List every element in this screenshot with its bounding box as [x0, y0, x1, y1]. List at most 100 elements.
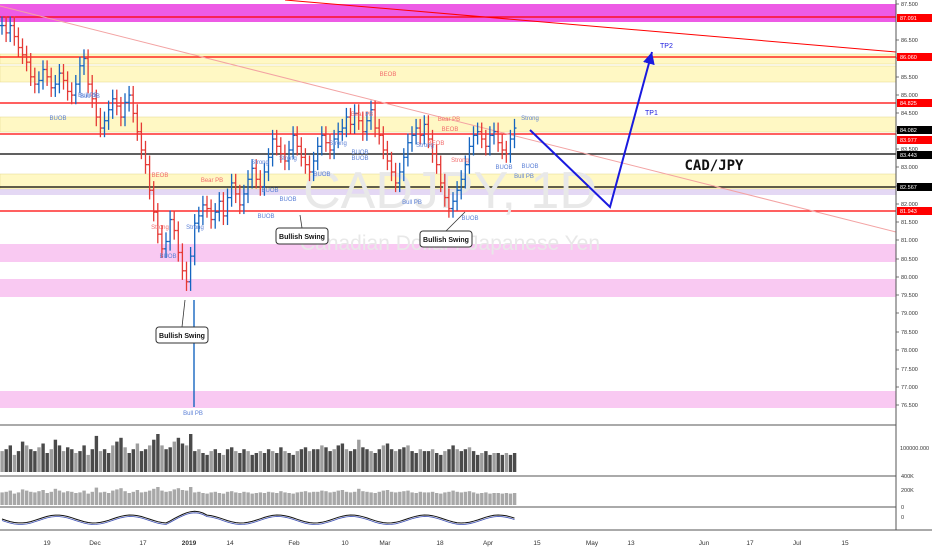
volume-bar	[459, 451, 463, 472]
ohlc-bar	[500, 133, 505, 160]
indicator-bar	[488, 493, 492, 505]
time-axis[interactable]: 19 Dec 17 2019 14 Feb 10 Mar 18 Apr 15 May 13 Jun 17 Ju…	[0, 529, 932, 547]
indicator-bar	[160, 490, 164, 505]
marker-label: Bear PB	[438, 117, 460, 123]
indicator-bar	[0, 492, 4, 505]
volume-bar	[303, 447, 308, 472]
indicator-bar	[37, 491, 41, 505]
ohlc-bar	[180, 243, 185, 280]
volume-bar	[467, 447, 472, 472]
ohlc-bar	[315, 137, 320, 171]
indicator-bar	[361, 491, 365, 505]
volume-bar	[61, 451, 66, 472]
volume-bar	[357, 439, 361, 472]
price-highlight-label: 83.977	[900, 138, 917, 144]
volume-bar	[435, 453, 439, 472]
ohlc-bar	[487, 126, 492, 156]
indicator-bar	[512, 493, 517, 505]
supply-demand-zone	[0, 279, 896, 297]
indicator-bar	[197, 491, 201, 505]
volume-bar	[33, 451, 37, 472]
pair-title: CAD/JPY	[684, 158, 744, 174]
ohlc-bar	[397, 162, 402, 193]
marker-label: BUOB	[521, 164, 538, 170]
indicator-bar	[435, 493, 439, 505]
indicator-bar	[357, 488, 361, 505]
volume-bar	[86, 454, 90, 472]
price-axis[interactable]: 87.50086.50086.00085.50085.00084.50084.0…	[895, 0, 932, 530]
projection-arrow	[529, 51, 655, 209]
ohlc-bar	[336, 122, 341, 149]
ohlc-bar	[307, 155, 312, 182]
ohlc-bar	[369, 100, 373, 130]
marker-label: Bull PB	[183, 411, 203, 417]
indicator-bar	[426, 492, 431, 505]
indicator-bar	[41, 490, 45, 505]
volume-bar	[361, 447, 365, 472]
time-tick-label: Jun	[699, 540, 710, 547]
volume-bar	[221, 454, 226, 472]
indicator-bar	[369, 492, 373, 505]
time-tick-label: 19	[43, 540, 51, 547]
marker-label: Bull PB	[402, 200, 422, 206]
volume-bar	[29, 449, 33, 472]
purple-zone	[0, 189, 896, 195]
indicator-bar	[344, 491, 349, 505]
ohlc-bar	[213, 203, 218, 229]
ohlc-bar	[176, 221, 181, 262]
volume-bar	[492, 453, 496, 472]
price-highlight	[897, 151, 932, 159]
indicator-bar	[307, 492, 312, 505]
time-tick-label: May	[586, 540, 599, 547]
indicator-bar	[365, 491, 369, 505]
indicator-bar	[131, 491, 135, 505]
ohlc-bar	[192, 214, 197, 266]
ohlc-bar	[254, 159, 259, 189]
indicator-bar	[12, 493, 17, 505]
indicator-bar	[418, 491, 422, 505]
indicator-bar	[213, 491, 217, 505]
price-tick-label: 81.500	[901, 220, 918, 226]
time-tick-label: 15	[533, 540, 541, 547]
marker-label: Strong	[279, 156, 297, 162]
volume-bar	[74, 453, 78, 472]
ohlc-bar	[492, 122, 496, 145]
ohlc-bar	[82, 49, 86, 75]
indicator-bar	[299, 491, 304, 505]
price-tick-label: 87.500	[901, 2, 918, 8]
volume-bar	[176, 437, 181, 472]
volume-bar	[500, 454, 504, 472]
indicator-axis-label: 200K	[901, 488, 914, 494]
price-tick-label: 79.000	[901, 311, 918, 317]
indicator-bar	[78, 492, 82, 505]
ohlc-bar	[442, 173, 447, 207]
price-highlight-label: 84.825	[900, 101, 917, 107]
volume-bar	[476, 454, 480, 472]
ohlc-bar	[463, 155, 468, 189]
indicator-bar	[283, 492, 287, 505]
ohlc-bar	[32, 67, 37, 94]
marker-label: Strong	[521, 116, 539, 122]
ohlc-bar	[135, 104, 140, 141]
ohlc-bar	[168, 210, 173, 251]
indicator-bar	[447, 491, 451, 505]
ohlc-bar	[8, 16, 13, 43]
indicator-bar	[373, 493, 377, 505]
ohlc-bar	[65, 71, 70, 101]
tp2-label: TP2	[660, 43, 673, 50]
volume-bar	[119, 437, 123, 472]
volume-bar	[271, 451, 275, 472]
callout-text: Bullish Swing	[159, 333, 205, 340]
ohlc-bar	[24, 45, 29, 72]
ohlc-bar	[94, 89, 99, 127]
volume-bar	[152, 439, 156, 472]
ohlc-bar	[496, 122, 501, 152]
volume-bar	[422, 451, 427, 472]
ohlc-bar	[282, 144, 287, 171]
marker-label: BEOB	[380, 72, 397, 78]
marker-label: BUOB	[159, 254, 176, 260]
volume-bar	[143, 449, 148, 472]
ohlc-bar	[36, 71, 41, 94]
